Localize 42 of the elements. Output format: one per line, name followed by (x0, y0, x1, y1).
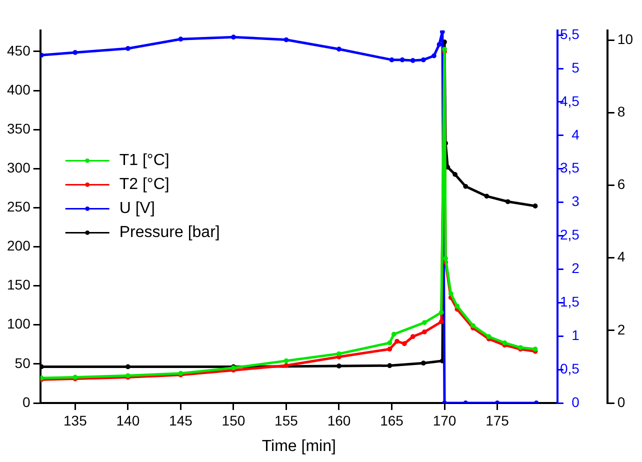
y2-tick-label: 5,5 (560, 26, 580, 42)
y-tick-label: 200 (7, 238, 31, 254)
y2-tick-label: 3 (572, 193, 580, 210)
legend-label: Pressure [bar] (119, 224, 220, 242)
y-tick-label: 150 (7, 276, 31, 293)
y-tick-label: 450 (7, 42, 31, 58)
y3-tick-label: 0 (617, 394, 626, 410)
y2-tick-label: 0 (572, 394, 580, 410)
y-tick-label: 50 (14, 354, 31, 371)
x-tick-label: 135 (64, 412, 88, 428)
x-tick-label: 165 (380, 412, 404, 428)
x-tick-label: 140 (116, 412, 140, 428)
y2-tick-label: 0,5 (560, 360, 580, 376)
x-tick-label: 155 (274, 412, 298, 428)
x-tick-label: 175 (486, 412, 510, 428)
x-tick-label: 145 (169, 412, 193, 428)
x-tick-label: 170 (432, 412, 456, 428)
y2-tick-label: 2,5 (560, 226, 580, 243)
y2-tick-label: 1,5 (560, 294, 580, 310)
y-tick-label: 0 (22, 394, 31, 410)
y2-tick-label: 1 (572, 326, 580, 343)
y-tick-label: 400 (7, 81, 31, 98)
y2-tick-label: 3,5 (560, 160, 580, 176)
y3-tick-label: 6 (617, 176, 626, 192)
y3-tick-label: 8 (617, 104, 626, 120)
x-axis-title: Time [min] (262, 438, 336, 455)
y-tick-label: 350 (7, 120, 31, 136)
y2-tick-label: 5 (572, 59, 580, 76)
y3-tick-label: 4 (617, 248, 626, 265)
y2-tick-label: 4,5 (560, 92, 580, 109)
y3-tick-label: 10 (617, 31, 634, 48)
y3-tick-label: 2 (617, 321, 626, 338)
y2-tick-label: 4 (572, 126, 580, 142)
legend-label: T1 [°C] (119, 152, 170, 170)
legend-label: T2 [°C] (119, 176, 170, 194)
x-tick-label: 160 (327, 412, 351, 428)
y-tick-label: 100 (7, 316, 31, 332)
y2-tick-label: 2 (572, 260, 580, 276)
y-tick-label: 250 (7, 198, 31, 215)
x-tick-label: 150 (222, 412, 246, 428)
y-tick-label: 300 (7, 160, 31, 176)
legend-label: U [V] (119, 200, 155, 218)
